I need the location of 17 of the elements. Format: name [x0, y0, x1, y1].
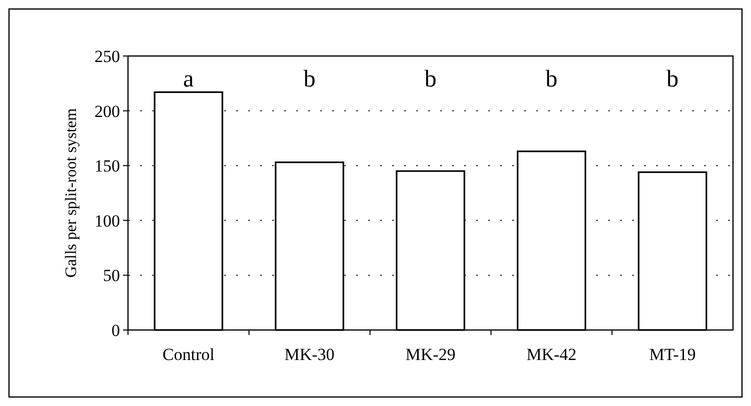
annotation: b — [304, 66, 316, 92]
annotation: b — [666, 66, 678, 92]
y-tick-label: 100 — [94, 211, 120, 230]
annotation: b — [546, 66, 558, 92]
y-tick-label: 150 — [94, 156, 120, 176]
x-tick-label: MT-19 — [649, 345, 696, 364]
y-tick-label: 50 — [103, 266, 120, 286]
x-tick-label: MK-30 — [284, 345, 335, 364]
x-tick-label: MK-29 — [405, 345, 456, 364]
y-tick-label: 250 — [94, 46, 120, 66]
x-tick-label: MK-42 — [526, 345, 577, 364]
x-tick-label: Control — [162, 345, 215, 364]
y-tick-label: 0 — [112, 320, 120, 340]
y-axis-title: Galls per split-root system — [63, 108, 80, 278]
annotation: b — [424, 66, 436, 92]
annotation: a — [183, 66, 194, 92]
y-tick-label: 200 — [94, 102, 120, 121]
